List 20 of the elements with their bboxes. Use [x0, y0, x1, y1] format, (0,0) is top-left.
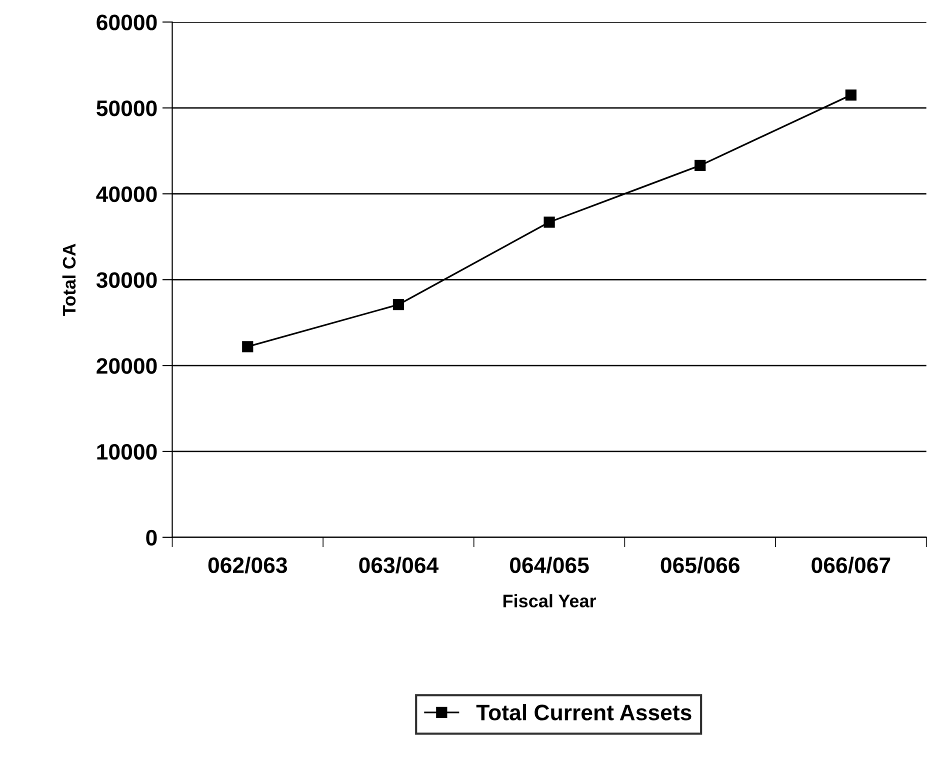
x-tick-label: 063/064	[359, 556, 439, 574]
y-tick-label: 0	[146, 530, 157, 546]
x-tick-label: 064/065	[510, 556, 589, 574]
x-axis-title: Fiscal Year	[503, 594, 596, 608]
point	[694, 160, 706, 172]
x-tick-label: 065/066	[660, 556, 740, 574]
point	[392, 299, 404, 310]
y-tick-label: 20000	[96, 358, 157, 374]
x-tick-label: 062/063	[208, 556, 288, 574]
point	[242, 341, 254, 352]
y-tick-label: 40000	[96, 186, 157, 202]
point	[544, 216, 555, 228]
point	[845, 89, 856, 101]
x-tick-label: 066/067	[812, 556, 890, 574]
legend-label: Total Current Assets	[476, 704, 692, 720]
y-tick-label: 60000	[96, 14, 157, 30]
y-axis-title: Total CA	[62, 244, 76, 316]
y-tick-label: 50000	[96, 100, 157, 116]
y-tick-label: 10000	[97, 444, 157, 460]
y-tick-label: 30000	[96, 272, 157, 288]
